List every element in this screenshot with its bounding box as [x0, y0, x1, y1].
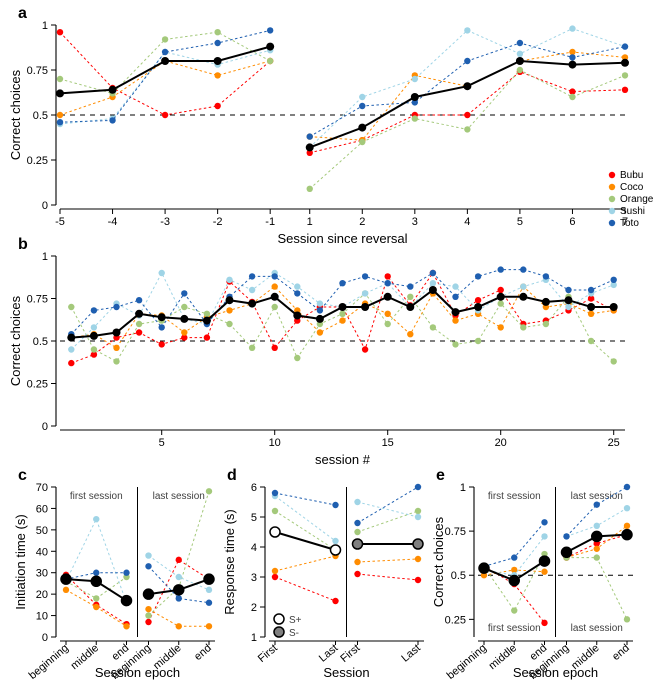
svg-text:0.25: 0.25: [27, 379, 48, 391]
svg-text:Last: Last: [399, 642, 423, 665]
svg-text:-4: -4: [108, 216, 118, 228]
svg-text:-5: -5: [55, 216, 65, 228]
svg-text:end: end: [192, 642, 214, 663]
svg-text:0.5: 0.5: [451, 570, 466, 582]
svg-text:Last: Last: [317, 642, 341, 665]
svg-text:Orange: Orange: [620, 194, 654, 205]
svg-text:a: a: [18, 5, 27, 22]
svg-text:2: 2: [251, 602, 257, 614]
svg-text:1: 1: [251, 632, 257, 644]
svg-text:20: 20: [495, 437, 507, 449]
svg-text:10: 10: [36, 611, 48, 623]
svg-text:first session: first session: [488, 623, 541, 634]
svg-text:-3: -3: [160, 216, 170, 228]
svg-text:Correct choices: Correct choices: [8, 295, 23, 386]
svg-text:20: 20: [36, 589, 48, 601]
svg-text:Response time (s): Response time (s): [222, 509, 237, 614]
svg-text:30: 30: [36, 568, 48, 580]
svg-text:0.75: 0.75: [27, 65, 48, 77]
svg-text:first session: first session: [488, 491, 541, 502]
svg-text:5: 5: [517, 216, 523, 228]
svg-text:e: e: [436, 467, 445, 484]
svg-text:0.5: 0.5: [33, 110, 48, 122]
svg-text:S+: S+: [289, 615, 302, 626]
svg-text:beginning: beginning: [445, 642, 489, 682]
svg-text:3: 3: [251, 572, 257, 584]
svg-text:4: 4: [251, 542, 257, 554]
svg-text:1: 1: [42, 251, 48, 263]
svg-text:d: d: [227, 467, 237, 484]
svg-text:0: 0: [42, 200, 48, 212]
svg-text:Toto: Toto: [620, 218, 639, 229]
svg-text:70: 70: [36, 482, 48, 494]
svg-text:Correct choices: Correct choices: [431, 516, 446, 607]
svg-text:last session: last session: [153, 491, 205, 502]
svg-text:First: First: [338, 642, 362, 665]
svg-text:Correct choices: Correct choices: [8, 69, 23, 160]
svg-text:15: 15: [382, 437, 394, 449]
svg-text:-2: -2: [213, 216, 223, 228]
svg-text:Session epoch: Session epoch: [513, 665, 598, 680]
svg-text:beginning: beginning: [27, 642, 71, 682]
svg-text:end: end: [610, 642, 632, 663]
svg-text:5: 5: [251, 512, 257, 524]
svg-text:6: 6: [569, 216, 575, 228]
svg-text:1: 1: [42, 20, 48, 32]
svg-text:0.5: 0.5: [33, 336, 48, 348]
svg-text:First: First: [256, 642, 280, 665]
svg-text:4: 4: [464, 216, 470, 228]
svg-text:Coco: Coco: [620, 182, 644, 193]
svg-text:S-: S-: [289, 628, 299, 639]
svg-text:0.25: 0.25: [445, 614, 466, 626]
svg-text:last session: last session: [571, 491, 623, 502]
svg-text:c: c: [18, 467, 27, 484]
svg-text:60: 60: [36, 503, 48, 515]
svg-text:session #: session #: [315, 452, 371, 467]
svg-text:50: 50: [36, 525, 48, 537]
svg-text:0.75: 0.75: [27, 294, 48, 306]
svg-text:0.75: 0.75: [445, 526, 466, 538]
svg-text:Initiation time (s): Initiation time (s): [13, 514, 28, 609]
svg-text:3: 3: [412, 216, 418, 228]
svg-text:10: 10: [269, 437, 281, 449]
svg-text:2: 2: [359, 216, 365, 228]
svg-text:5: 5: [159, 437, 165, 449]
svg-text:Session epoch: Session epoch: [95, 665, 180, 680]
svg-text:Session since reversal: Session since reversal: [277, 231, 407, 246]
svg-text:0.25: 0.25: [27, 155, 48, 167]
svg-text:1: 1: [460, 482, 466, 494]
svg-text:40: 40: [36, 546, 48, 558]
svg-text:Bubu: Bubu: [620, 170, 643, 181]
svg-text:0: 0: [42, 421, 48, 433]
svg-text:25: 25: [608, 437, 620, 449]
svg-text:1: 1: [307, 216, 313, 228]
svg-text:-1: -1: [265, 216, 275, 228]
svg-text:0: 0: [42, 632, 48, 644]
svg-text:Sushi: Sushi: [620, 206, 645, 217]
svg-text:Session: Session: [323, 665, 369, 680]
svg-text:6: 6: [251, 482, 257, 494]
svg-text:b: b: [18, 236, 28, 253]
svg-text:last session: last session: [571, 623, 623, 634]
svg-text:first session: first session: [70, 491, 123, 502]
